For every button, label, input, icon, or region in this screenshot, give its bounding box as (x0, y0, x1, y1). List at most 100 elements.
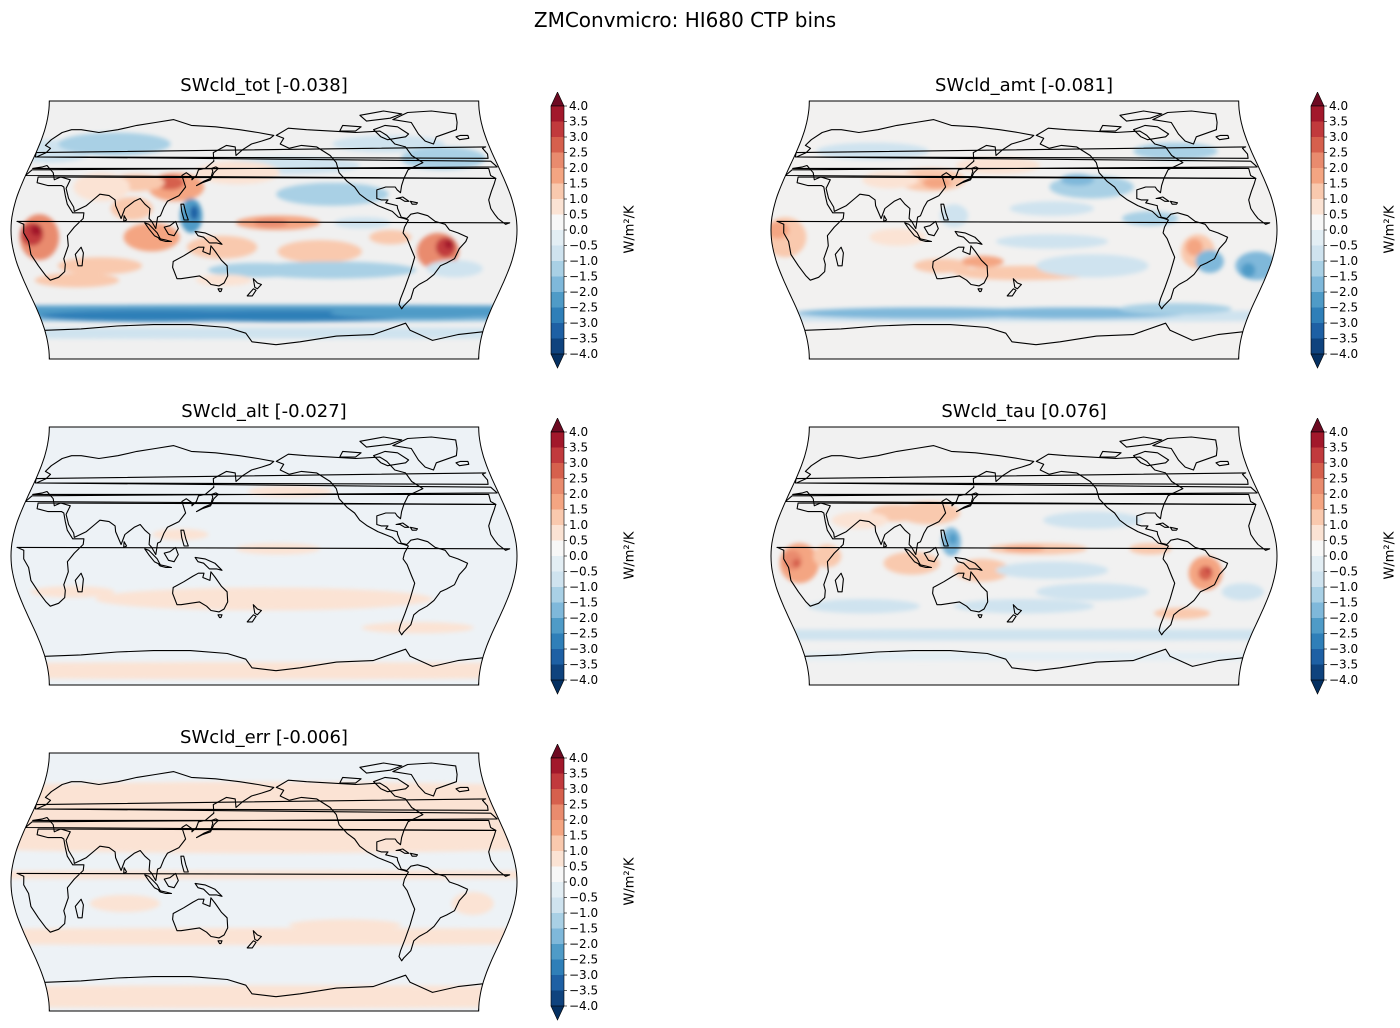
coastline-java (158, 890, 173, 895)
coastline-java (918, 564, 933, 569)
colorbar-tick-label: 1.5 (569, 503, 588, 517)
colorbar-segment (551, 882, 564, 898)
colorbar-tick-label: 3.5 (569, 115, 588, 129)
anomaly-region (11, 985, 517, 1009)
anomaly-region (11, 927, 517, 946)
figure-title: ZMConvmicro: HI680 CTP bins (533, 8, 837, 32)
map-background (11, 101, 517, 359)
colorbar-extend-max (1310, 92, 1325, 107)
anomaly-region (1133, 142, 1218, 160)
colorbar-segment (551, 137, 564, 153)
coastline-hispaniola (409, 526, 419, 531)
coastline-srilanka (123, 867, 128, 874)
coastline-newguinea (194, 230, 223, 245)
colorbar-tick-label: 1.0 (569, 518, 588, 532)
colorbar-tick-label: −0.5 (569, 239, 598, 253)
colorbar-extend-max (550, 92, 565, 107)
colorbar-segment (551, 323, 564, 339)
coastline-nz2 (1006, 614, 1017, 623)
colorbar-tick-label: −0.5 (1329, 565, 1358, 579)
colorbar-tick-label: −1.0 (569, 580, 598, 594)
colorbar-tick-label: 0.0 (1329, 223, 1348, 237)
colorbar-tick-label: 0.0 (569, 223, 588, 237)
colorbar-tick-label: −3.5 (1329, 332, 1358, 346)
colorbar-segment (551, 168, 564, 184)
anomaly-region (1186, 238, 1203, 256)
coastline-australia (172, 897, 229, 939)
colorbar-segment (1311, 292, 1324, 308)
map-background (771, 101, 1277, 359)
coastline-hispaniola (1169, 200, 1179, 205)
colorbar-tick-label: −2.5 (569, 953, 598, 967)
colorbar-tick-label: −0.5 (569, 565, 598, 579)
coastline-hispaniola (1169, 526, 1179, 531)
colorbar-tick-label: −3.5 (569, 658, 598, 672)
colorbar-tick-label: −4.0 (569, 347, 598, 361)
anomaly-region (995, 234, 1109, 249)
anomaly-region (11, 781, 517, 854)
colorbar-tick-label: 3.5 (569, 767, 588, 781)
map-boundary (10, 426, 518, 686)
colorbar-segment (551, 664, 564, 681)
colorbar-segment (551, 944, 564, 960)
colorbar-tick-label: 2.5 (569, 472, 588, 486)
anomaly-region (11, 870, 517, 880)
colorbar-segment (551, 292, 564, 308)
colorbar-extend-max (550, 418, 565, 433)
colorbar-extend-min (1310, 679, 1325, 695)
colorbar-segment (551, 897, 564, 914)
coastline-cuba (395, 522, 410, 528)
anomaly-region (330, 307, 499, 319)
colorbar-tick-label: −3.5 (1329, 658, 1358, 672)
colorbar-tick-label: −2.5 (1329, 627, 1358, 641)
anomaly-region (862, 171, 919, 189)
coastline-hispaniola (409, 200, 419, 205)
colorbar-segment (1311, 509, 1324, 526)
colorbar-segment (1311, 307, 1324, 324)
anomaly-region (369, 230, 412, 245)
coastline-greenland (392, 110, 458, 145)
coastline-ellesmere (1119, 436, 1163, 448)
anomaly-region (276, 182, 389, 206)
colorbar-segment (551, 494, 564, 510)
colorbar-segment (551, 618, 564, 634)
coastline-borneo (163, 546, 179, 563)
colorbar-segment (551, 121, 564, 138)
coastline-borneo (923, 546, 939, 563)
anomaly-region (807, 599, 920, 614)
anomaly-region (995, 561, 1109, 579)
colorbar-tick-label: 2.0 (569, 813, 588, 827)
anomaly-region (1119, 303, 1232, 315)
anomaly-region (792, 558, 801, 568)
colorbar-segment (551, 851, 564, 867)
colorbar-label: W/m²/K (1382, 205, 1398, 254)
coastline-nz1 (252, 930, 262, 942)
colorbar-tick-label: −2.5 (569, 627, 598, 641)
colorbar-segment (551, 214, 564, 231)
colorbar-tick-label: −1.0 (1329, 580, 1358, 594)
map-swcld-amt (770, 100, 1278, 360)
colorbar-segment (1311, 121, 1324, 138)
colorbar-tick-label: 3.0 (569, 782, 588, 796)
colorbar-tick-label: −3.5 (569, 984, 598, 998)
colorbar-tick-label: 3.0 (1329, 456, 1348, 470)
coastline-nz2 (246, 940, 257, 949)
anomaly-region (152, 528, 209, 541)
anomaly-region (34, 273, 120, 288)
colorbar-segment (551, 152, 564, 169)
colorbar-swcld-tau: 4.03.53.02.52.01.51.00.50.0−0.5−1.0−1.5−… (1310, 418, 1358, 695)
coastline-uk (34, 798, 489, 811)
coastline-borneo (923, 220, 939, 237)
colorbar-segment (551, 540, 564, 557)
anomaly-region (58, 132, 171, 156)
colorbar-tick-label: 1.5 (569, 177, 588, 191)
colorbar-tick-label: 3.0 (1329, 130, 1348, 144)
colorbar-tick-label: −2.0 (569, 937, 598, 951)
coastline-tasmania (217, 288, 223, 293)
coastline-madagascar (74, 898, 84, 919)
colorbar-tick-label: −4.0 (569, 673, 598, 687)
coastline-nz2 (1006, 288, 1017, 297)
coastline-java (158, 564, 173, 569)
colorbar-segment (551, 338, 564, 355)
anomaly-region (444, 240, 453, 249)
